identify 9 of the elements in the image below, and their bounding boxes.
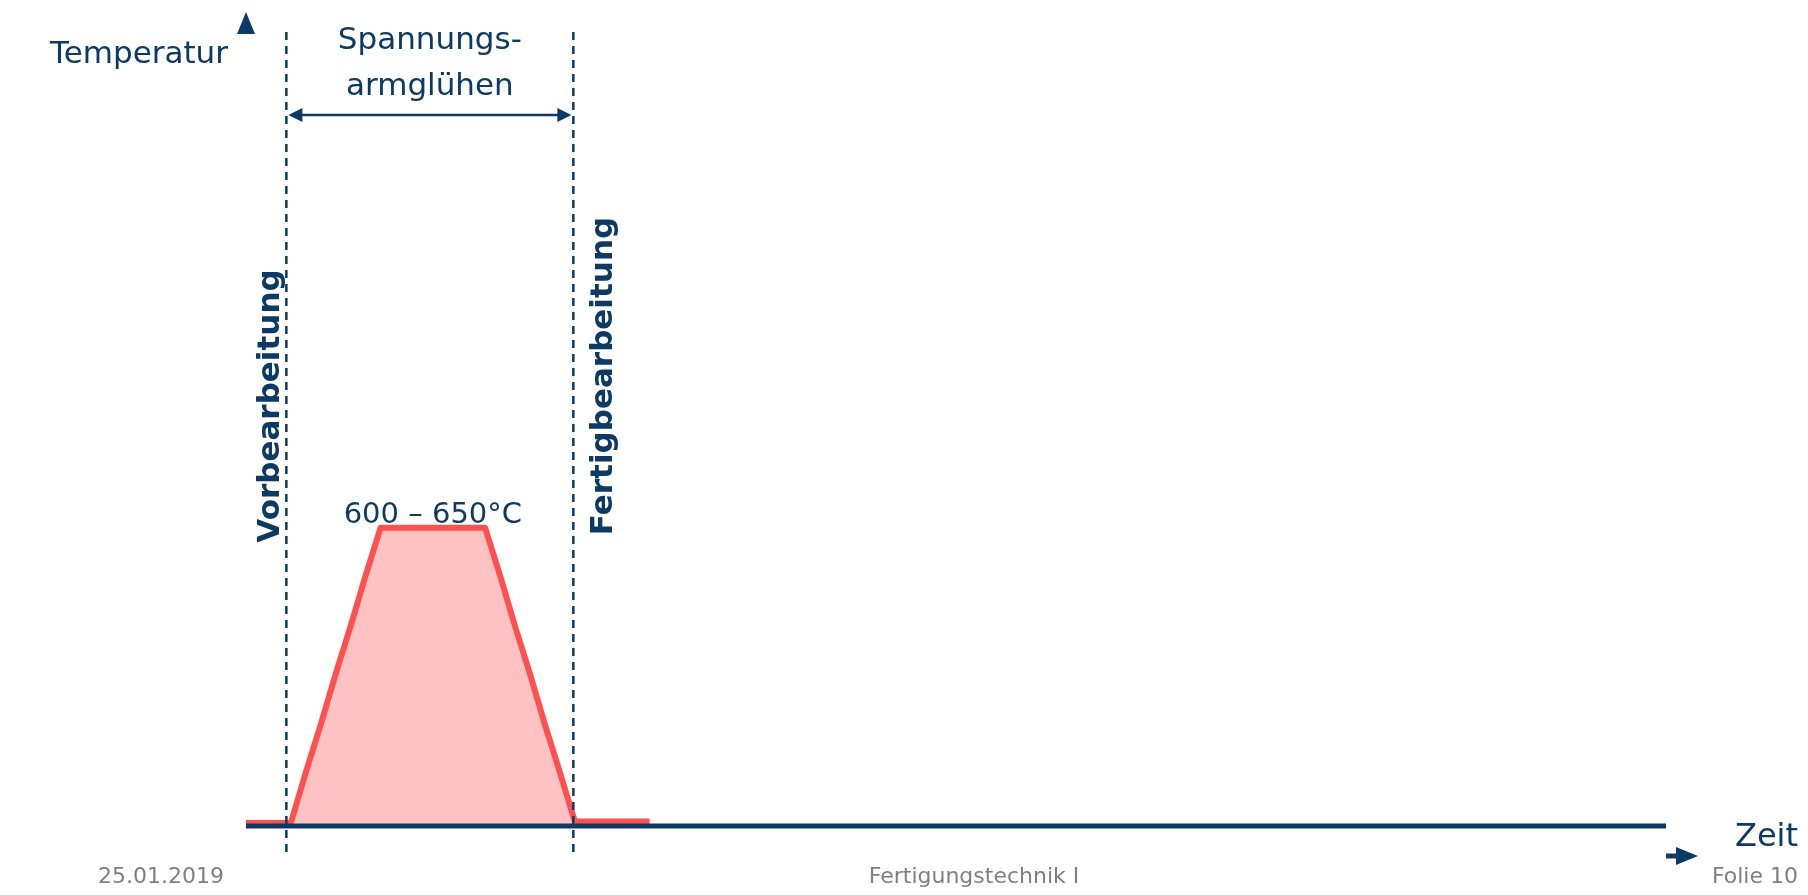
x-axis-title: Zeit	[1734, 816, 1798, 854]
text: Fertigungstechnik I	[868, 863, 1080, 888]
text: Folie 10	[1711, 863, 1798, 888]
annotation: Fertigbearbeitung	[582, 216, 619, 536]
text: Spannungs- armglühen	[337, 20, 522, 102]
text: 25.01.2019	[98, 863, 224, 888]
annotation: Vorbearbeitung	[249, 269, 286, 543]
text: Temperatur	[49, 34, 229, 70]
annotation: 600 – 650°C	[343, 495, 523, 530]
